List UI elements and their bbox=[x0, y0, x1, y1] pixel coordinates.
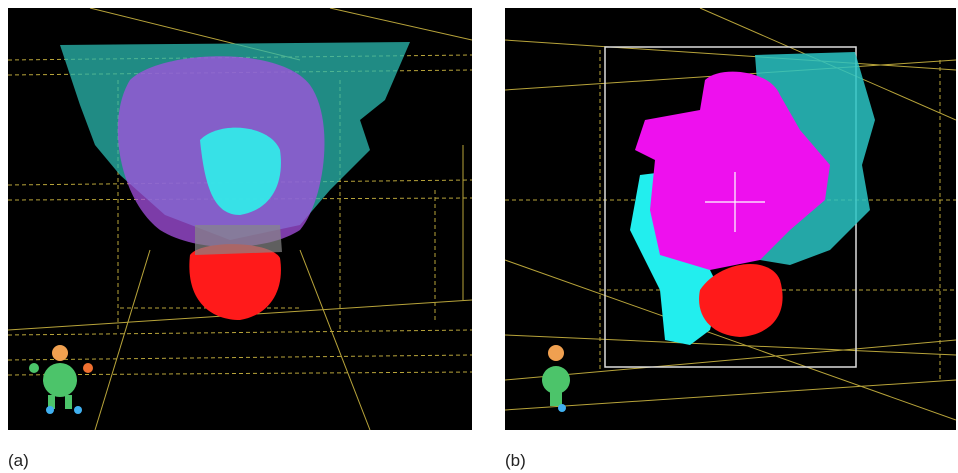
panel-label: (b) bbox=[505, 451, 526, 470]
panel-label: (a) bbox=[8, 451, 29, 470]
panel-a bbox=[8, 8, 472, 430]
panel-b bbox=[505, 8, 956, 430]
overlap-region bbox=[195, 225, 282, 255]
figure: (a) (b) bbox=[0, 0, 958, 473]
